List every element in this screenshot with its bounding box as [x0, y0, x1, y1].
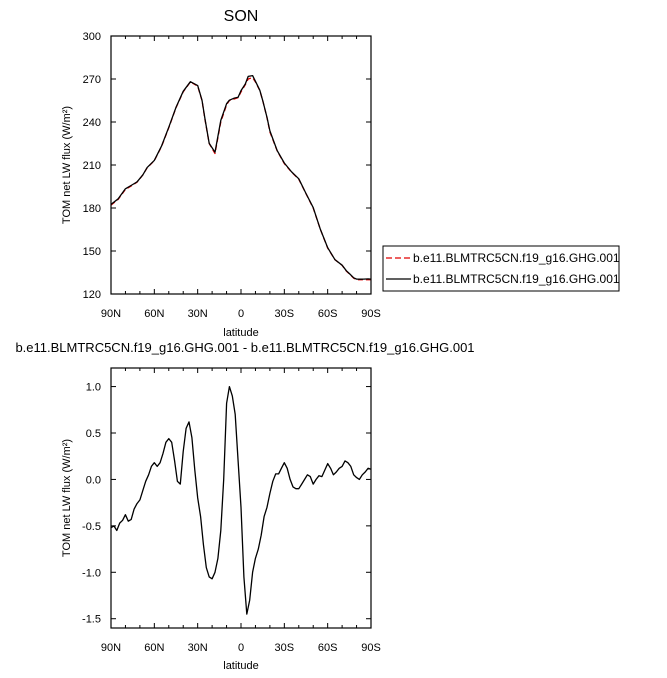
legend: b.e11.BLMTRC5CN.f19_g16.GHG.001 b.e11.BL…: [382, 245, 620, 292]
chart-0-xtick-label: 0: [238, 308, 244, 320]
chart-1-ytick-label: -1.5: [82, 614, 101, 626]
legend-label-1: b.e11.BLMTRC5CN.f19_g16.GHG.001: [413, 272, 620, 286]
chart-1-xtick-label: 30S: [275, 642, 295, 654]
chart-0-xtick-label: 90N: [101, 308, 121, 320]
chart-0-ytick-label: 180: [83, 203, 101, 215]
chart-0-xtick-label: 60N: [144, 308, 164, 320]
legend-label-0: b.e11.BLMTRC5CN.f19_g16.GHG.001: [413, 251, 620, 265]
bottom-ylabel: TOM net LW flux (W/m²): [61, 439, 73, 557]
chart-0-ytick-label: 150: [83, 246, 101, 258]
chart-1-xtick-label: 60S: [318, 642, 338, 654]
top-ylabel: TOM net LW flux (W/m²): [61, 106, 73, 224]
chart-0-ytick-label: 240: [83, 117, 101, 129]
chart-0-xtick-label: 60S: [318, 308, 338, 320]
chart-1-ytick-label: -1.0: [82, 567, 101, 579]
chart-1-xtick-label: 90S: [361, 642, 381, 654]
chart-1-series-0-line: [110, 385, 372, 615]
chart-0-xtick-label: 90S: [361, 308, 381, 320]
chart-0-ytick-label: 300: [83, 31, 101, 43]
top-title: SON: [224, 8, 259, 25]
chart-1-xtick-label: 90N: [101, 642, 121, 654]
chart-0-xtick-label: 30N: [188, 308, 208, 320]
chart-0-ytick-label: 270: [83, 74, 101, 86]
chart-0-xtick-label: 30S: [275, 308, 295, 320]
chart-0-ytick-label: 120: [83, 289, 101, 301]
top-panel: SON 90N 60N 30N 0 30S 60S 90S 120 150 180 210 240 27…: [61, 8, 381, 339]
chart-1-xtick-label: 0: [238, 642, 244, 654]
chart-1-xtick-label: 60N: [144, 642, 164, 654]
chart-1-ytick-label: -0.5: [82, 521, 101, 533]
chart-0-ytick-label: 210: [83, 160, 101, 172]
chart-1-ytick-label: 1.0: [86, 382, 101, 394]
top-xlabel: latitude: [223, 327, 258, 339]
chart-0-series-0-line: [110, 76, 371, 281]
bottom-xlabel: latitude: [223, 660, 258, 672]
bottom-title: b.e11.BLMTRC5CN.f19_g16.GHG.001 - b.e11.…: [15, 340, 474, 355]
bottom-panel: b.e11.BLMTRC5CN.f19_g16.GHG.001 - b.e11.…: [15, 340, 474, 672]
legend-box: [382, 245, 620, 292]
chart-1-xtick-label: 30N: [188, 642, 208, 654]
bottom-plot-area: 90N 60N 30N 0 30S 60S 90S 1.0 0.5 0.0 -0.5 -1.0 -1.5: [82, 367, 381, 654]
chart-1-ytick-label: 0.0: [86, 474, 101, 486]
chart-0-series-1-line: [110, 74, 372, 280]
chart-1-ytick-label: 0.5: [86, 428, 101, 440]
top-plot-area: 90N 60N 30N 0 30S 60S 90S 120 150 180 210 240 270 300: [83, 31, 381, 320]
